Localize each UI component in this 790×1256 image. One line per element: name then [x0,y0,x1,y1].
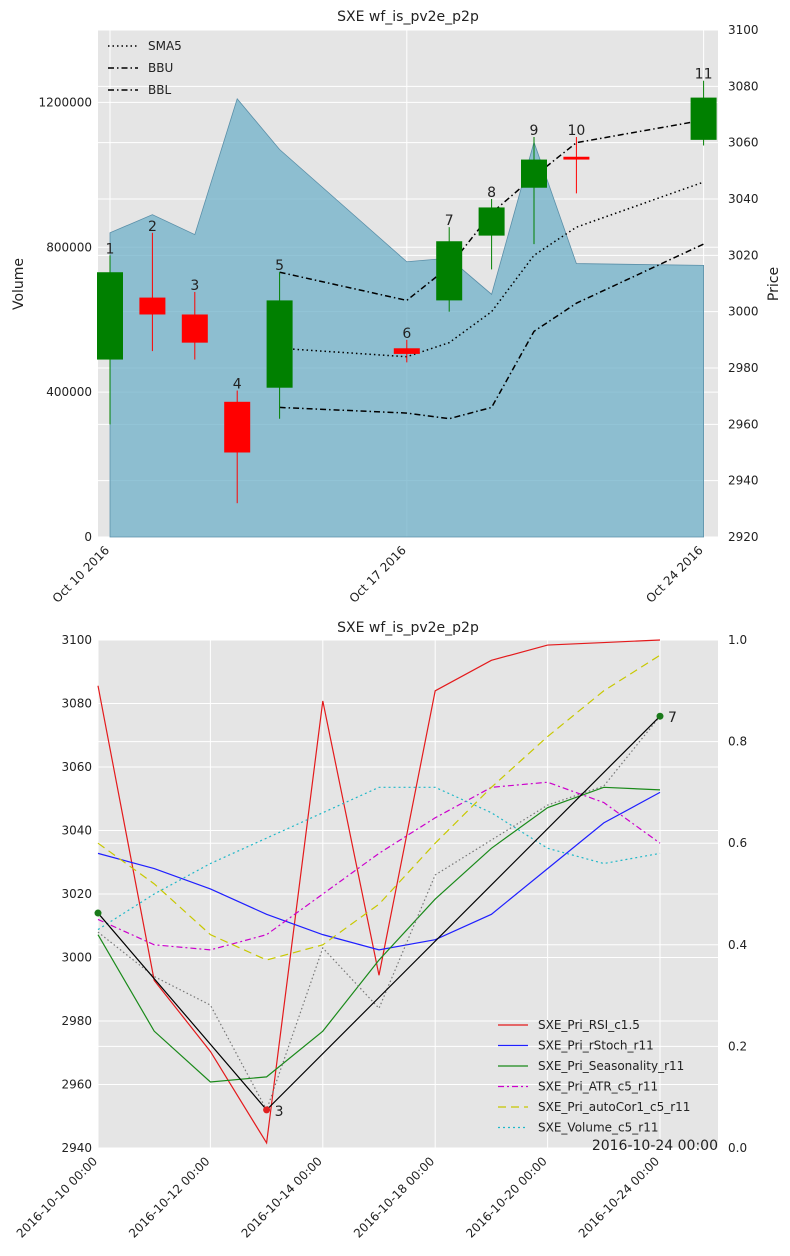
chart2-corner-label: 2016-10-24 00:00 [592,1138,718,1154]
candle-body [266,300,293,388]
candle-body [478,207,505,236]
candle-label: 1 [106,241,115,257]
y-right-tick-label: 0.2 [728,1039,747,1053]
y-left-tick-label: 3100 [61,633,92,647]
y-left-tick-label: 2960 [61,1078,92,1092]
chart2-legend: SXE_Pri_RSI_c1.5 SXE_Pri_rStoch_r11 SXE_Pr… [498,1018,690,1135]
y-right-tick-label: 0.8 [728,735,747,749]
chart1-ylabel-right: Price [766,267,782,301]
candle-body [393,348,420,354]
y-left-tick-label: 3040 [61,824,92,838]
candle-body [181,314,208,343]
y-right-tick-label: 0.0 [728,1141,747,1155]
y-left-tick-label: 400000 [46,385,92,399]
chart2-grid [97,639,718,1149]
candle-body [97,272,123,360]
candlestick-chart: SXE wf_is_pv2e_p2p 1 2 3 4 5 6 7 8 9 10 11 0 400000… [11,9,782,606]
x-tick-label: Oct 10 2016 [50,543,112,605]
candle-label: 2 [148,219,157,235]
candle-label: 5 [275,258,284,274]
legend-label: SXE_Pri_ATR_c5_r11 [538,1080,658,1094]
price-point [656,712,664,720]
volume-area-fill [109,97,704,538]
candle-label: 9 [530,123,539,139]
y-right-tick-label: 3100 [728,23,759,37]
series-line-1 [97,791,661,951]
legend-label-bbu: BBU [148,61,173,75]
price-zigzag: 37 [94,710,677,1120]
x-tick-label: 2016-10-20 00:00 [463,1154,549,1240]
y-right-tick-label: 2960 [728,417,759,431]
legend-label-bbl: BBL [148,83,171,97]
x-tick-label: 2016-10-18 00:00 [351,1154,437,1240]
series-line-0 [97,639,661,1145]
x-tick-label: 2016-10-24 00:00 [576,1154,662,1240]
y-left-tick-label: 0 [84,530,92,544]
bbl-line [279,243,704,420]
y-right-tick-label: 3020 [728,248,759,262]
y-right-tick-label: 3060 [728,136,759,150]
candle-body [563,156,590,160]
y-left-tick-label: 3000 [61,951,92,965]
chart1-title: SXE wf_is_pv2e_p2p [337,9,479,25]
candles [97,80,717,504]
y-left-tick-label: 2940 [61,1141,92,1155]
chart2-title: SXE wf_is_pv2e_p2p [337,620,479,636]
candle-body [224,401,251,453]
price-point-label: 3 [275,1104,284,1120]
series-line-4 [97,654,661,961]
y-right-tick-label: 2940 [728,474,759,488]
y-left-tick-label: 3060 [61,760,92,774]
y-left-tick-label: 1200000 [39,95,92,109]
x-tick-label: Oct 24 2016 [643,543,705,605]
legend-label: SXE_Pri_rStoch_r11 [538,1039,654,1053]
y-right-tick-label: 1.0 [728,633,747,647]
y-right-tick-label: 3040 [728,192,759,206]
candle-labels: 1 2 3 4 5 6 7 8 9 10 11 [106,67,713,393]
candle-label: 3 [190,278,199,294]
x-tick-label: 2016-10-10 00:00 [14,1154,100,1240]
candle-body [690,97,717,140]
series-line-3 [97,781,661,951]
y-left-tick-label: 2980 [61,1014,92,1028]
y-right-tick-label: 2980 [728,361,759,375]
series-line-5 [97,786,661,931]
candle-label: 7 [445,213,454,229]
chart1-legend: SMA5 BBU BBL [108,39,182,97]
price-point [263,1106,271,1114]
candle-body [436,241,463,301]
candle-body [521,159,547,188]
y-right-tick-label: 3000 [728,305,759,319]
y-right-tick-label: 0.6 [728,836,747,850]
legend-label: SXE_Volume_c5_r11 [538,1121,659,1135]
legend-label: SXE_Pri_Seasonality_r11 [538,1059,684,1073]
y-left-tick-label: 800000 [46,240,92,254]
x-tick-label: 2016-10-12 00:00 [126,1154,212,1240]
candle-label: 11 [695,67,713,83]
price-point-label: 7 [668,710,677,726]
y-right-tick-label: 3080 [728,79,759,93]
chart1-ylabel-left: Volume [11,258,27,310]
candle-label: 6 [402,326,411,342]
x-tick-label: 2016-10-14 00:00 [239,1154,325,1240]
indicator-chart: SXE wf_is_pv2e_p2p 37 294029602980300030… [14,620,747,1241]
x-tick-label: Oct 17 2016 [347,543,409,605]
candle-label: 10 [567,123,585,139]
indicator-series [97,639,661,1145]
volume-area [109,97,704,538]
price-point [94,909,102,917]
candle-body [139,297,166,315]
price-dotted-line [97,715,661,1112]
legend-label: SXE_Pri_RSI_c1.5 [538,1018,640,1032]
y-right-tick-label: 0.4 [728,938,747,952]
candle-label: 8 [487,185,496,201]
legend-label: SXE_Pri_autoCor1_c5_r11 [538,1100,690,1114]
candle-label: 4 [233,377,242,393]
legend-label-sma5: SMA5 [148,39,182,53]
y-right-tick-label: 2920 [728,530,759,544]
y-left-tick-label: 3080 [61,697,92,711]
y-left-tick-label: 3020 [61,887,92,901]
series-line-2 [97,786,661,1083]
